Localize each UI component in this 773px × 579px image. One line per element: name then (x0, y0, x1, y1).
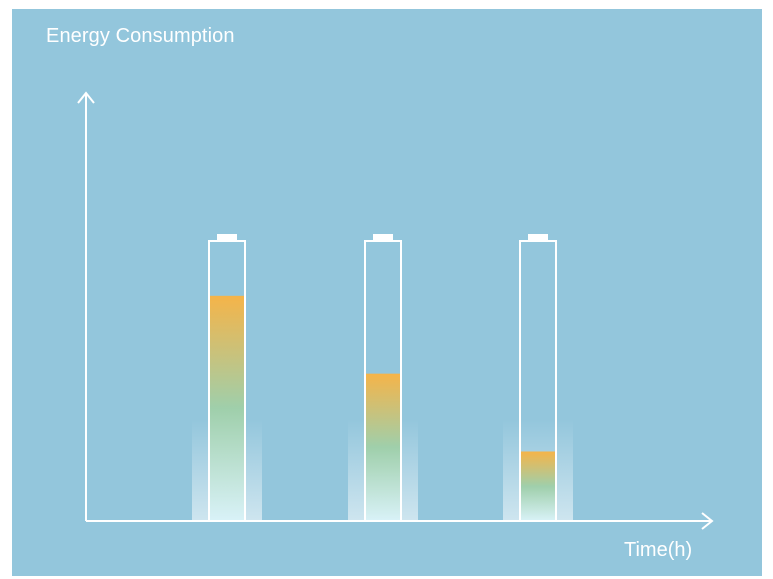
chart-panel: Energy Consumption Time(h) (12, 9, 762, 576)
battery-cap (373, 234, 393, 240)
battery-cap (217, 234, 237, 240)
bar-fill (521, 451, 555, 521)
battery-chart (77, 91, 714, 530)
x-axis-arrow (701, 512, 714, 530)
bar-fill (366, 373, 400, 521)
battery-bar-2 (348, 234, 418, 522)
battery-outline (519, 240, 557, 522)
battery-cap (528, 234, 548, 240)
y-axis-arrow (77, 91, 95, 104)
battery-outline (364, 240, 402, 522)
battery-outline (208, 240, 246, 522)
y-axis-label: Energy Consumption (46, 25, 235, 47)
bar-fill (210, 295, 244, 521)
x-axis-label: Time(h) (624, 539, 693, 561)
battery-bar-1 (192, 234, 262, 522)
battery-bar-3 (503, 234, 573, 522)
